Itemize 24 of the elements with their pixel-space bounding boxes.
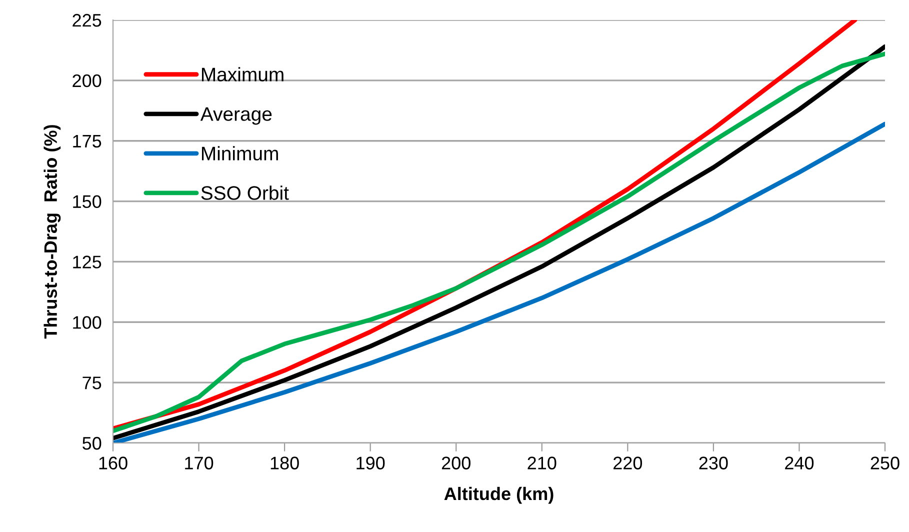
y-tick-label: 50 (82, 436, 102, 450)
y-axis-title: Thrust-to-Drag Ratio (%) (44, 125, 61, 339)
y-tick-label: 200 (72, 74, 102, 88)
x-tick-label: 210 (528, 456, 556, 470)
x-tick-label: 220 (614, 456, 642, 470)
legend-label: Minimum (202, 146, 278, 160)
y-tick-label: 125 (73, 256, 102, 268)
x-tick-label: 230 (699, 456, 728, 470)
legend-label: Average (200, 107, 272, 125)
x-tick-label: 190 (356, 456, 385, 470)
legend-label: Maximum (202, 67, 284, 82)
x-tick-label: 200 (442, 456, 470, 470)
y-tick-label: 175 (73, 134, 102, 148)
x-tick-label: 250 (870, 456, 900, 470)
y-tick-label: 75 (82, 376, 102, 390)
x-tick-label: 170 (185, 456, 214, 470)
x-tick-label: 160 (99, 456, 128, 470)
x-tick-label: 180 (270, 456, 299, 470)
y-tick-label: 150 (73, 195, 102, 208)
y-tick-label: 100 (73, 316, 102, 329)
legend-label: SSO Orbit (201, 186, 289, 200)
x-axis-title: Altitude (km) (444, 486, 554, 504)
x-tick-label: 240 (785, 456, 814, 470)
y-tick-label: 225 (72, 14, 102, 27)
